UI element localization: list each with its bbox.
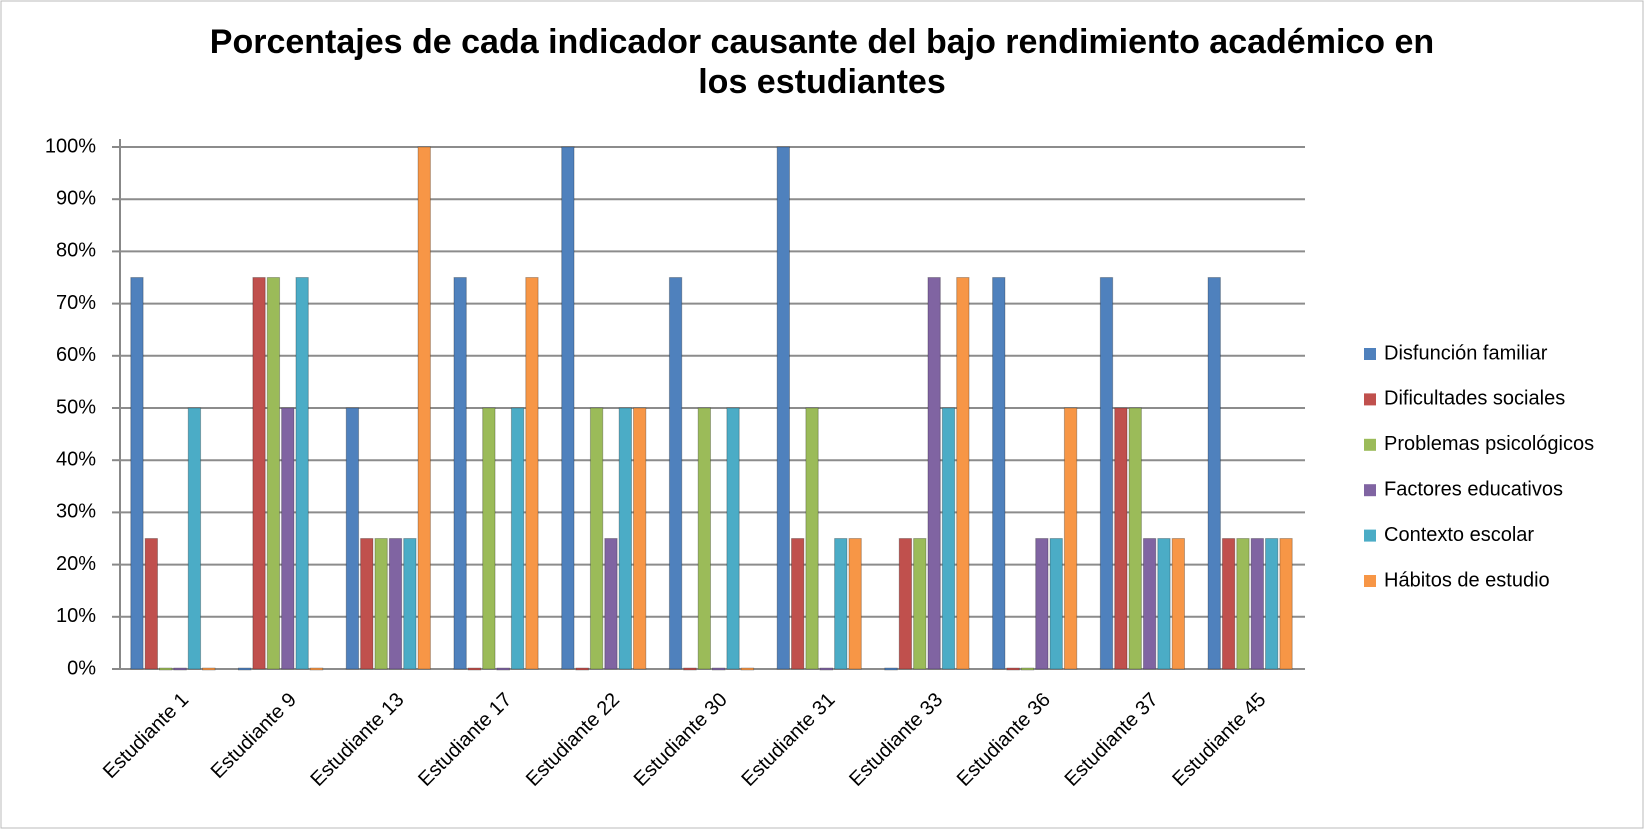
bar <box>525 277 539 670</box>
bar <box>1035 538 1049 670</box>
bar <box>1114 407 1128 670</box>
bar <box>834 538 848 670</box>
bar <box>805 407 819 670</box>
bar <box>130 277 144 670</box>
bar <box>1049 538 1063 670</box>
bar <box>1157 538 1171 670</box>
bar <box>668 277 683 670</box>
bar <box>510 407 525 670</box>
bar <box>1020 667 1035 671</box>
y-tick-label: 100% <box>45 135 96 157</box>
bar <box>1279 538 1293 670</box>
legend-label: Problemas psicológicos <box>1384 433 1594 455</box>
legend-swatch <box>1364 484 1376 497</box>
y-tick-label: 20% <box>56 553 96 575</box>
bar <box>992 277 1006 670</box>
y-tick-label: 10% <box>56 605 96 627</box>
y-tick-label: 80% <box>56 240 96 262</box>
bar <box>561 146 575 670</box>
bar <box>927 277 941 670</box>
bar <box>1221 538 1236 670</box>
bar <box>1128 407 1142 670</box>
bar <box>496 667 510 671</box>
bar <box>740 667 755 671</box>
bar <box>819 667 834 671</box>
bar <box>1006 667 1020 671</box>
bar <box>726 407 740 670</box>
bar <box>281 407 295 670</box>
legend-swatch <box>1364 393 1376 406</box>
bar <box>1142 538 1157 670</box>
legend-swatch <box>1364 348 1376 360</box>
bar <box>417 146 431 670</box>
bar <box>589 407 604 670</box>
y-tick-label: 70% <box>56 292 96 314</box>
legend-label: Dificultades sociales <box>1384 388 1565 410</box>
bar <box>913 538 927 670</box>
bar <box>956 277 970 670</box>
bar <box>776 146 790 670</box>
bar <box>482 407 496 670</box>
bar <box>173 667 187 671</box>
bar <box>187 407 202 670</box>
legend-swatch <box>1364 438 1376 451</box>
legend-label: Disfunción familiar <box>1384 342 1548 364</box>
bar <box>266 277 281 670</box>
bar <box>1236 538 1250 670</box>
bar <box>884 667 898 671</box>
bar <box>618 407 632 670</box>
bar <box>697 407 711 670</box>
legend-swatch <box>1364 575 1376 587</box>
y-tick-label: 40% <box>56 448 96 470</box>
bar <box>683 667 697 671</box>
bar <box>238 667 252 671</box>
bar <box>360 538 374 670</box>
bar <box>159 667 173 671</box>
bar <box>941 407 956 670</box>
bar <box>388 538 403 670</box>
bar <box>791 538 805 670</box>
bar <box>295 277 309 670</box>
y-tick-label: 90% <box>56 187 96 209</box>
bar <box>345 407 360 670</box>
chart-title: Porcentajes de cada indicador causante d… <box>210 23 1434 101</box>
y-tick-label: 0% <box>67 657 96 679</box>
bar <box>144 538 159 670</box>
bar <box>1063 407 1078 670</box>
bar <box>1250 538 1264 670</box>
bar <box>252 277 266 670</box>
bar <box>1099 277 1114 670</box>
bar <box>848 538 862 670</box>
y-tick-label: 50% <box>56 396 96 418</box>
bar <box>403 538 417 670</box>
bar <box>1265 538 1279 670</box>
bar <box>309 667 324 671</box>
bar <box>898 538 913 670</box>
y-tick-label: 30% <box>56 501 96 523</box>
bar <box>1171 538 1185 670</box>
legend-label: Hábitos de estudio <box>1384 569 1550 591</box>
bar <box>202 667 216 671</box>
bar <box>1207 277 1221 670</box>
legend-label: Factores educativos <box>1384 478 1563 500</box>
legend-label: Contexto escolar <box>1384 524 1534 546</box>
bar <box>374 538 388 670</box>
y-tick-label: 60% <box>56 344 96 366</box>
bar <box>467 667 482 671</box>
bar <box>712 667 726 671</box>
legend-swatch <box>1364 529 1376 542</box>
bar <box>453 277 467 670</box>
bar <box>575 667 589 671</box>
bar <box>604 538 618 670</box>
bar <box>633 407 647 670</box>
